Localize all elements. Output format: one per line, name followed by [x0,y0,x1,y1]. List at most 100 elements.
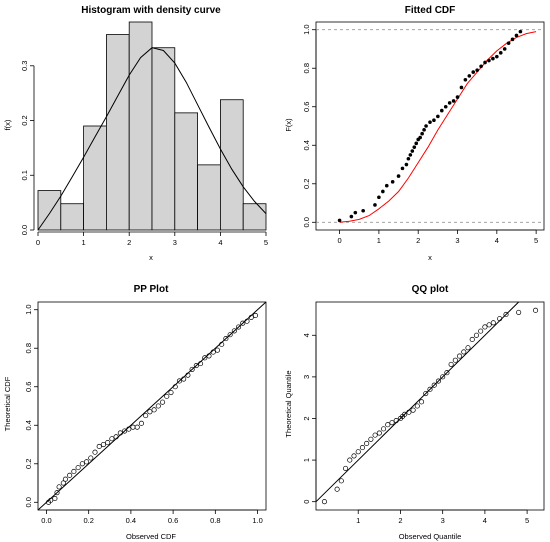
identity-line [37,301,267,511]
qq-point [338,478,344,484]
histogram-bar [242,203,267,231]
qq-point [490,320,496,326]
qq-point [414,403,420,409]
x-tick-label: 4 [218,238,222,247]
qq-plot-x-axis: 1 2 3 4 5 [356,509,529,525]
pp-point [67,472,73,478]
pp-plot-y-axis: 0.0 0.2 0.4 0.6 0.8 1.0 [24,304,39,508]
x-tick-label: 0 [36,238,40,247]
histogram-xlabel: x [149,253,153,262]
x-tick-label: 4 [495,236,499,245]
y-tick-label: 0.4 [302,140,311,150]
qq-point [461,349,467,355]
qq-point [457,353,463,359]
pp-point [151,407,157,413]
pp-point [185,372,191,378]
ecdf-point [463,77,468,82]
pp-point [223,336,229,342]
ecdf-point [514,33,519,38]
pp-point [160,399,166,405]
x-tick-label: 2 [127,238,131,247]
ecdf-point [487,58,491,63]
ecdf-point [396,174,401,178]
qq-point [355,449,361,455]
pp-point [52,495,58,501]
y-tick-label: 0.1 [20,170,29,180]
y-tick-label: 0.6 [302,102,311,112]
pp-point [252,312,258,319]
ecdf-point [418,135,422,140]
qq-point [389,420,395,426]
qq-point [478,328,484,334]
ecdf-point [390,180,395,184]
pp-plot-points [46,312,258,505]
ecdf-point [518,29,523,34]
ecdf-point [475,68,479,72]
y-tick-label: 0.2 [20,115,29,125]
pp-point [214,347,220,353]
ecdf-point [420,131,424,136]
qq-point [482,324,488,330]
qq-point [393,418,399,424]
pp-point [117,430,123,436]
pp-point [236,324,242,330]
x-tick-label: 1 [377,236,381,245]
pp-point [164,393,170,399]
qq-plot-panel: QQ plot Observed Quantile Theoretical Qu… [284,284,545,541]
qq-point [372,432,378,438]
pp-point [88,455,94,461]
ecdf-point [436,114,440,119]
pp-point [96,443,102,449]
pp-point [193,363,199,369]
fitted-cdf-curves [339,31,537,223]
ecdf-point [422,128,426,132]
qq-plot-reference-line [315,301,520,503]
pp-plot-ylabel: Theoretical CDF [3,376,12,431]
ecdf-point [406,156,411,161]
x-tick-label: 0.4 [126,516,136,525]
ecdf-point [414,141,419,146]
histogram-bar [219,99,244,231]
ecdf-point [447,101,452,105]
pp-plot-title: PP Plot [134,284,169,295]
x-tick-label: 0.2 [83,516,93,525]
qq-plot-frame [315,301,545,511]
pp-point [122,428,128,434]
y-tick-label: 1.0 [24,304,33,314]
histogram-bar [60,203,84,231]
y-tick-label: 0.4 [24,420,33,430]
pp-point [240,320,246,326]
pp-point [109,436,115,442]
ecdf-point [349,214,354,219]
qq-plot-points [321,307,539,505]
pp-point [244,318,250,324]
pp-point [92,449,98,455]
x-tick-label: 1 [82,238,86,247]
histogram-curves [37,47,267,231]
qq-point [343,465,349,471]
y-tick-label: 0.0 [24,497,33,507]
pp-plot-reference-line [37,301,267,511]
pp-plot-panel: PP Plot Observed CDF Theoretical CDF 0.0… [3,284,267,541]
qq-point [376,430,382,436]
pp-point [172,384,178,390]
histogram-bar [37,190,62,231]
qq-point [503,311,509,318]
pp-point [48,497,54,503]
x-tick-label: 2 [416,236,420,245]
ecdf-point [502,47,507,51]
density-curve [37,47,267,231]
pp-point [176,378,182,384]
ecdf-point [384,183,389,188]
qq-plot-xlabel: Observed Quantile [399,532,462,541]
x-tick-label: 0.6 [168,516,178,525]
ecdf-point [381,189,385,194]
ecdf-point [428,120,432,124]
fitted-cdf-panel: Fitted CDF x F(x) 0 1 2 3 4 5 0.0 0.2 0.4 0.6 0.8… [284,5,545,262]
pp-point [84,459,90,465]
ecdf-point [443,104,448,109]
qq-point [469,336,475,342]
qq-plot-y-axis: 0 1 2 3 4 [302,333,317,504]
histogram-bar [83,125,107,231]
qq-point [368,436,374,442]
